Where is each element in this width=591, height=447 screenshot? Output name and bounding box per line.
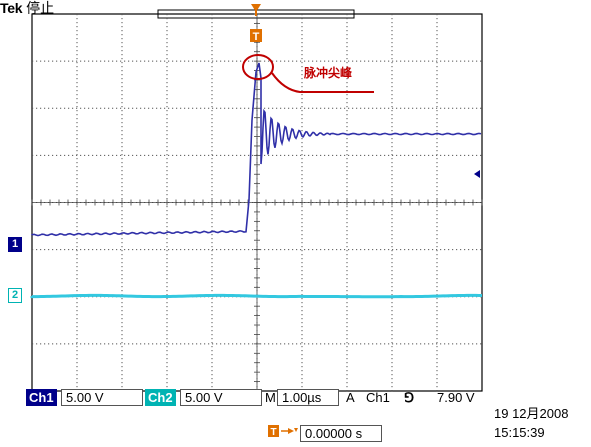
ch2-ground-marker[interactable]: 2 (8, 288, 22, 303)
trigger-source: Ch1 (366, 390, 390, 405)
svg-text:T: T (270, 427, 276, 438)
ch1-ground-marker[interactable]: 1 (8, 237, 22, 252)
header: Tek 停止 (0, 0, 591, 16)
trigger-level-arrow[interactable] (474, 170, 480, 178)
ch2-label[interactable]: Ch2 (145, 389, 176, 406)
ch2-trace (30, 293, 483, 299)
capture-date: 19 12月2008 (494, 406, 569, 421)
ch1-label[interactable]: Ch1 (26, 389, 57, 406)
timebase-label: M (265, 390, 276, 405)
ch2-scale: 5.00 V (180, 389, 262, 406)
trigger-slope-icon: ⅁ (404, 390, 415, 405)
spike-annotation-label: 脉冲尖峰 (304, 66, 353, 80)
annotation-pointer-line (271, 72, 374, 93)
trigger-t-marker[interactable]: T (250, 29, 262, 43)
trigger-position-icon: T (268, 425, 298, 438)
trigger-mode: A (346, 390, 355, 405)
timebase-value[interactable]: 1.00µs (277, 389, 339, 406)
trigger-position-value: 0.00000 s (300, 425, 382, 442)
trigger-position-marker[interactable] (251, 4, 261, 16)
ch1-trace (31, 62, 482, 237)
trigger-level: 7.90 V (437, 390, 475, 405)
capture-time: 15:15:39 (494, 425, 545, 440)
svg-text:T: T (253, 31, 260, 43)
brand-label: Tek (0, 0, 23, 16)
ch1-scale: 5.00 V (61, 389, 143, 406)
spike-highlight-circle (242, 54, 274, 80)
run-status[interactable]: 停止 (26, 0, 55, 16)
